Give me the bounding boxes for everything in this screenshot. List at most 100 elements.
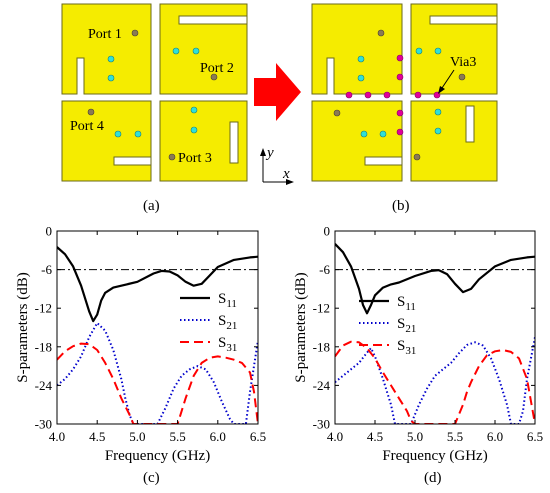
via	[107, 55, 115, 63]
slot-bottom-left	[364, 156, 403, 166]
port-1-marker	[377, 29, 385, 37]
slot-top-right	[178, 15, 248, 25]
x-axis-label: Frequency (GHz)	[105, 448, 210, 464]
y-tick-label: -30	[35, 417, 52, 432]
via	[172, 47, 180, 55]
series-s11	[335, 243, 535, 315]
patch-top-left	[311, 3, 403, 95]
port-2-label: Port 2	[200, 61, 234, 76]
via	[114, 130, 122, 138]
via	[134, 130, 142, 138]
legend-label-s21: S21	[218, 313, 237, 332]
antenna-layout-a: Port 1 Port 2 Port 4 Port 3 (a)	[61, 3, 248, 214]
y-tick-label: -6	[319, 262, 330, 277]
port-1-marker	[131, 29, 139, 37]
legend-label-s31: S31	[397, 338, 416, 357]
patch-bottom-right	[410, 100, 498, 182]
panel-d-label: (d)	[424, 470, 442, 486]
x-tick-label: 6.0	[210, 429, 226, 444]
y-tick-label: 0	[46, 224, 53, 239]
via	[360, 130, 368, 138]
series-s21	[57, 322, 258, 424]
y-arrowhead	[260, 148, 266, 156]
port-3-marker	[413, 153, 421, 161]
axis-x-label: x	[282, 166, 290, 182]
y-tick-label: -18	[313, 339, 330, 354]
xy-axis-indicator: y x	[260, 145, 294, 185]
via3-marker	[364, 91, 372, 99]
via	[415, 47, 423, 55]
y-tick-label: -24	[35, 378, 53, 393]
y-tick-label: -18	[35, 339, 52, 354]
port-1-label: Port 1	[88, 27, 122, 42]
x-tick-label: 6.5	[250, 429, 266, 444]
y-axis-label: S-parameters (dB)	[15, 272, 31, 382]
panel-b-label: (b)	[392, 198, 410, 214]
patch-bottom-left	[311, 100, 403, 182]
via3-marker	[396, 54, 404, 62]
x-axis-label: Frequency (GHz)	[382, 448, 487, 464]
via3-marker	[396, 128, 404, 136]
series-s11	[57, 246, 258, 323]
x-tick-label: 5.5	[447, 429, 463, 444]
y-tick-label: -24	[313, 378, 331, 393]
x-tick-label: 5.0	[407, 429, 423, 444]
via	[357, 55, 365, 63]
y-tick-label: -12	[35, 301, 52, 316]
port-2-marker	[210, 73, 218, 81]
port-4-marker	[87, 108, 95, 116]
via	[434, 47, 442, 55]
plot-frame	[56, 230, 259, 425]
x-tick-label: 6.5	[527, 429, 543, 444]
legend-label-s11: S11	[218, 291, 237, 310]
via	[107, 74, 115, 82]
slot-bottom-right	[229, 121, 239, 164]
patch-top-right	[410, 3, 498, 95]
series-s31	[335, 340, 535, 424]
x-tick-label: 4.5	[367, 429, 383, 444]
via	[190, 126, 198, 134]
slot-bottom-left	[113, 156, 152, 166]
slot-bottom-right	[465, 105, 475, 143]
y-axis-label: S-parameters (dB)	[293, 272, 309, 382]
via3-label: Via3	[450, 55, 476, 70]
port-4-marker	[333, 109, 341, 117]
via	[379, 130, 387, 138]
y-tick-label: -6	[41, 262, 52, 277]
via	[434, 127, 442, 135]
legend-label-s21: S21	[397, 316, 416, 335]
port-2-marker	[458, 73, 466, 81]
via3-marker	[396, 73, 404, 81]
via	[192, 47, 200, 55]
panel-c-label: (c)	[143, 470, 160, 486]
antenna-layout-b: Via3 (b)	[311, 3, 498, 214]
patch-bottom-right	[159, 100, 248, 182]
y-tick-label: -30	[313, 417, 330, 432]
patch-top-right	[159, 3, 248, 95]
series-s31	[57, 342, 258, 424]
x-tick-label: 4.0	[327, 429, 343, 444]
patch-top-left	[61, 3, 152, 95]
transition-arrow	[254, 63, 301, 121]
plot-frame	[334, 230, 536, 425]
via	[190, 106, 198, 114]
legend-label-s11: S11	[397, 294, 416, 313]
chart-d: (d) 4.0 4.5 5.0 5.5 6.0 6.5 0 -6 -12 -18 -24 -30 Fre…	[293, 224, 543, 487]
via3-pointer-head	[438, 86, 445, 94]
via	[357, 74, 365, 82]
series-s21	[335, 336, 535, 424]
legend-label-s31: S31	[218, 335, 237, 354]
via	[434, 108, 442, 116]
patch-bottom-left	[61, 100, 152, 182]
axis-y-label: y	[265, 145, 274, 161]
x-tick-label: 5.0	[129, 429, 145, 444]
via3-marker	[414, 91, 422, 99]
x-tick-label: 4.0	[49, 429, 65, 444]
via3-marker	[345, 91, 353, 99]
x-tick-label: 5.5	[169, 429, 185, 444]
port-3-marker	[168, 153, 176, 161]
x-arrowhead	[286, 179, 294, 185]
chart-c: (c) 4.0 4.5 5.0 5.5 6.0 6.5 0 -6 -12 -18 -24 -30 Fre…	[15, 224, 266, 487]
port-4-label: Port 4	[70, 119, 104, 134]
